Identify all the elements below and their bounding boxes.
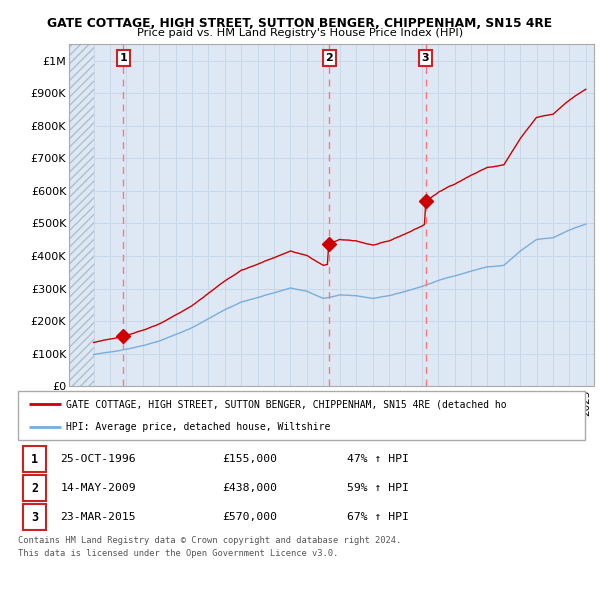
- FancyBboxPatch shape: [23, 446, 46, 473]
- Text: £570,000: £570,000: [222, 512, 277, 522]
- Text: 1: 1: [31, 453, 38, 466]
- Text: GATE COTTAGE, HIGH STREET, SUTTON BENGER, CHIPPENHAM, SN15 4RE: GATE COTTAGE, HIGH STREET, SUTTON BENGER…: [47, 17, 553, 30]
- Text: 47% ↑ HPI: 47% ↑ HPI: [347, 454, 409, 464]
- Text: 14-MAY-2009: 14-MAY-2009: [61, 483, 136, 493]
- FancyBboxPatch shape: [23, 504, 46, 530]
- Text: 59% ↑ HPI: 59% ↑ HPI: [347, 483, 409, 493]
- Text: 67% ↑ HPI: 67% ↑ HPI: [347, 512, 409, 522]
- Text: Contains HM Land Registry data © Crown copyright and database right 2024.: Contains HM Land Registry data © Crown c…: [18, 536, 401, 545]
- Bar: [69, 44, 94, 386]
- Text: HPI: Average price, detached house, Wiltshire: HPI: Average price, detached house, Wilt…: [66, 422, 331, 432]
- Text: 2: 2: [325, 53, 333, 63]
- Text: GATE COTTAGE, HIGH STREET, SUTTON BENGER, CHIPPENHAM, SN15 4RE (detached ho: GATE COTTAGE, HIGH STREET, SUTTON BENGER…: [66, 399, 507, 409]
- Text: 3: 3: [422, 53, 430, 63]
- Text: 2: 2: [31, 481, 38, 494]
- Text: £155,000: £155,000: [222, 454, 277, 464]
- Text: 1: 1: [119, 53, 127, 63]
- Text: 25-OCT-1996: 25-OCT-1996: [61, 454, 136, 464]
- FancyBboxPatch shape: [18, 391, 585, 440]
- Text: 3: 3: [31, 510, 38, 523]
- Text: £438,000: £438,000: [222, 483, 277, 493]
- Text: 23-MAR-2015: 23-MAR-2015: [61, 512, 136, 522]
- Text: This data is licensed under the Open Government Licence v3.0.: This data is licensed under the Open Gov…: [18, 549, 338, 558]
- Text: Price paid vs. HM Land Registry's House Price Index (HPI): Price paid vs. HM Land Registry's House …: [137, 28, 463, 38]
- FancyBboxPatch shape: [23, 475, 46, 502]
